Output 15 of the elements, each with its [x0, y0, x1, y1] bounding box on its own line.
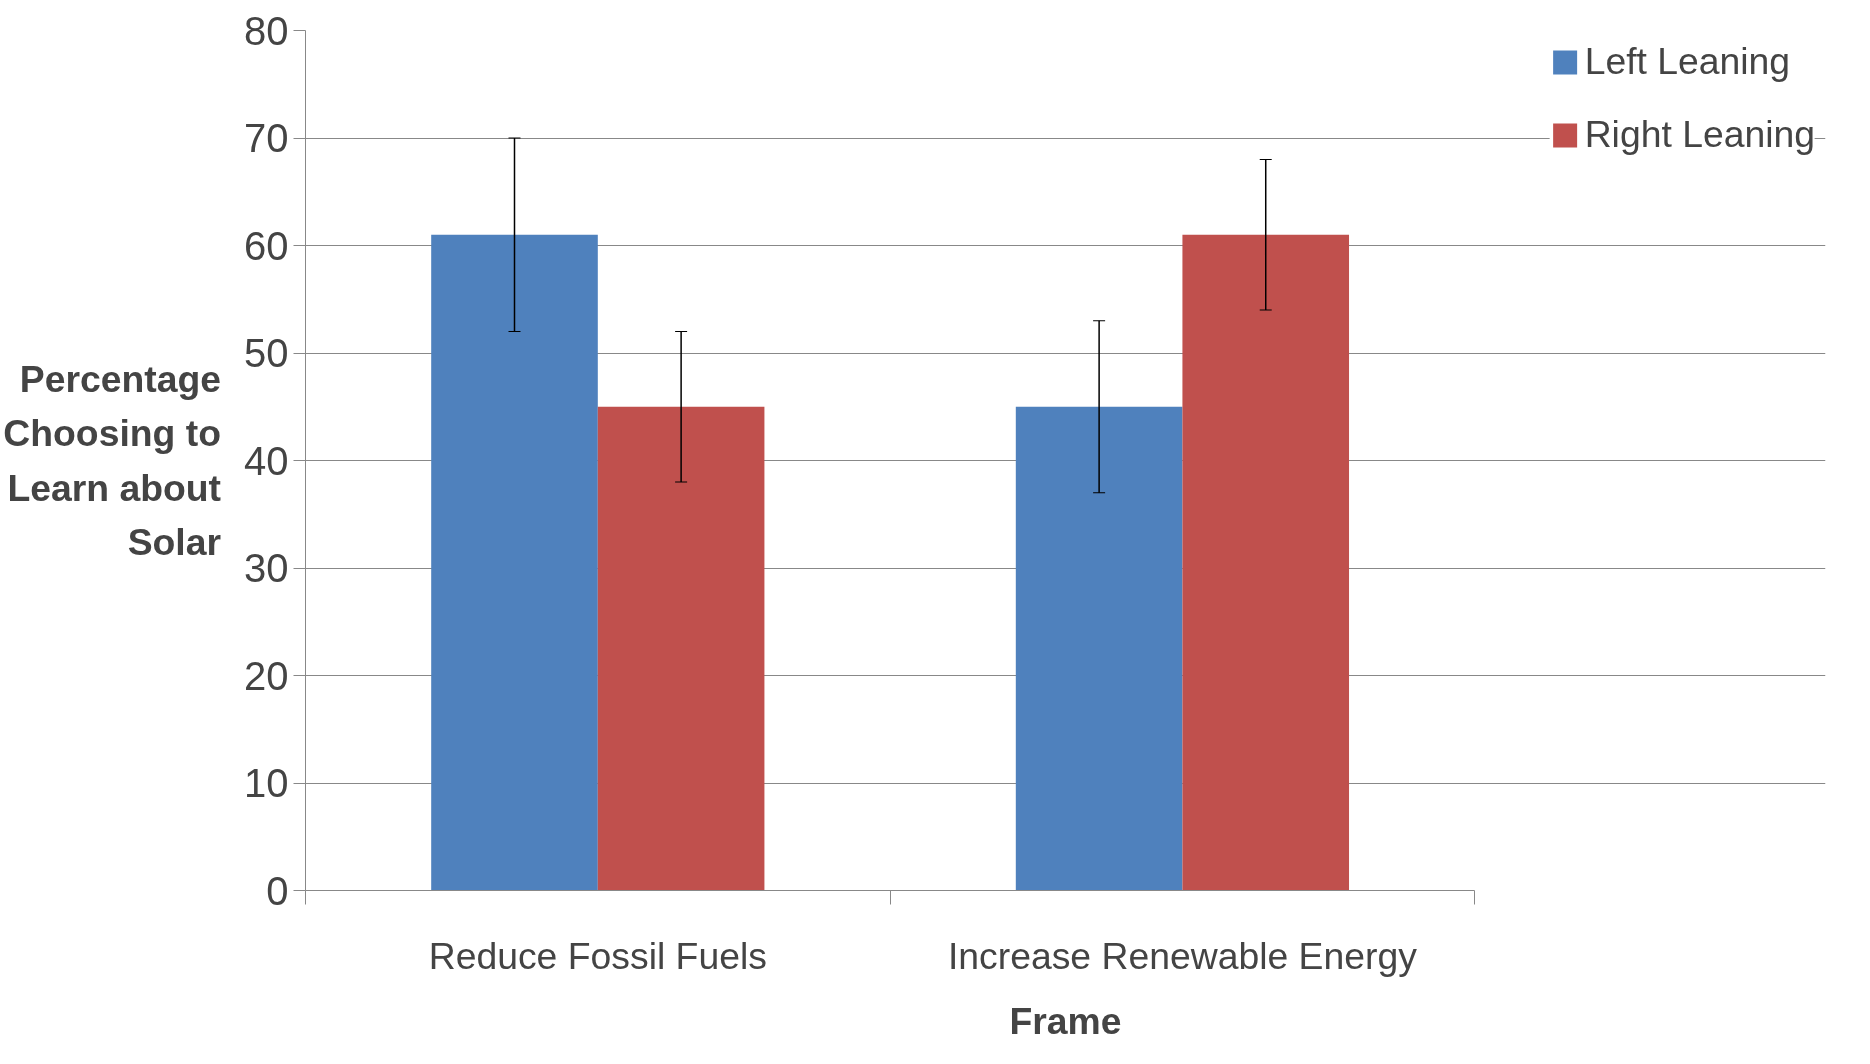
legend-label: Right Leaning — [1584, 113, 1815, 156]
y-tick-label: 0 — [266, 868, 289, 913]
x-tick-label: Reduce Fossil Fuels — [428, 934, 767, 977]
y-tick-label: 50 — [244, 331, 289, 375]
y-tick-label: 40 — [244, 438, 289, 483]
y-tick-label: 30 — [244, 546, 289, 590]
x-tick-label: Increase Renewable Energy — [947, 934, 1418, 977]
y-tick-label: 10 — [244, 761, 289, 805]
legend-label: Left Leaning — [1584, 40, 1791, 83]
y-tick-label: 80 — [244, 8, 289, 53]
y-tick-label: 60 — [244, 223, 289, 268]
y-axis-title: Percentage Choosing to Learn about Solar — [3, 357, 222, 564]
y-tick-label: 70 — [244, 116, 289, 160]
y-tick-label: 20 — [244, 653, 289, 698]
x-axis-title: Frame — [1009, 999, 1122, 1042]
